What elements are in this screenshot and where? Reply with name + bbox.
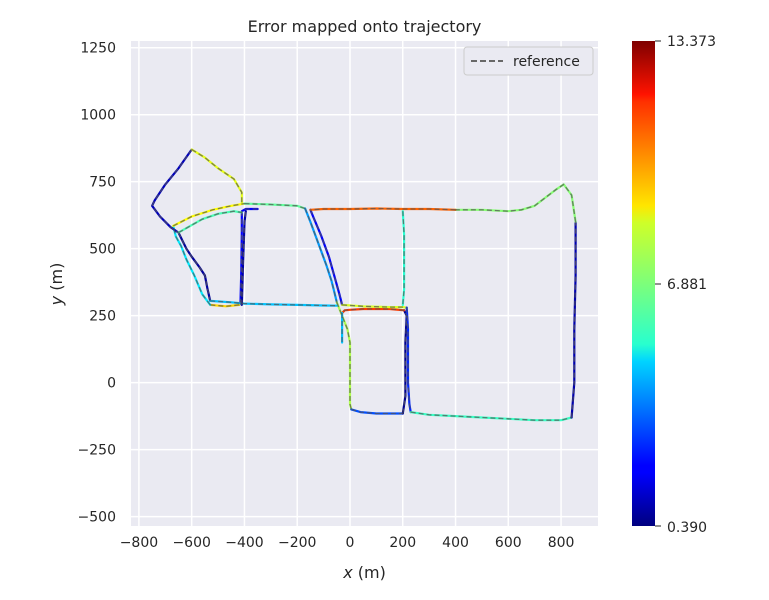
reference-segment: [210, 304, 240, 307]
reference-segment: [191, 148, 243, 204]
reference-segment: [177, 232, 211, 302]
y-tick-label: −500: [78, 510, 116, 526]
plot-area: [131, 41, 598, 526]
y-axis-label: y (m): [47, 263, 66, 307]
reference-segment: [244, 202, 306, 210]
reference-segment: [241, 211, 247, 305]
x-tick-label: 0: [346, 535, 355, 551]
reference-segment: [455, 183, 577, 222]
colorbar: 13.373 6.881 0.390: [632, 34, 716, 536]
reference-segment: [238, 208, 258, 306]
reference-segment: [210, 300, 337, 307]
colorbar-gradient: [632, 41, 655, 526]
reference-segment: [410, 411, 572, 421]
reference-segment: [310, 207, 456, 211]
chart-title: Error mapped onto trajectory: [248, 17, 482, 36]
legend: reference: [463, 46, 594, 76]
reference-segment: [570, 221, 577, 418]
reference-segment: [402, 211, 405, 305]
reference-segment: [406, 307, 412, 413]
x-axis: −800 −600 −400 −200 0 200 400 600 800: [120, 535, 575, 551]
reference-segment: [341, 308, 405, 314]
x-tick-label: −200: [278, 535, 316, 551]
y-tick-label: 1250: [80, 41, 116, 57]
reference-segment: [178, 210, 242, 234]
trajectory-series: [151, 148, 577, 422]
colorbar-mid-label: 6.881: [667, 277, 707, 293]
y-tick-label: 250: [89, 309, 116, 325]
y-axis: −500 −250 0 250 500 750 1000 1250: [78, 41, 116, 526]
colorbar-max-label: 13.373: [667, 34, 716, 50]
y-tick-label: −250: [78, 443, 116, 459]
legend-box: [463, 46, 594, 76]
reference-segment: [172, 202, 245, 227]
trajectory-segment: [341, 303, 408, 309]
reference-segment: [304, 208, 338, 303]
reference-segment: [172, 225, 211, 306]
x-tick-label: −400: [225, 535, 263, 551]
reference-segment: [336, 302, 352, 410]
reference-segment: [402, 310, 408, 414]
x-tick-label: 200: [389, 535, 416, 551]
x-tick-label: −600: [172, 535, 210, 551]
reference-segment: [309, 209, 343, 306]
x-tick-label: 800: [548, 535, 575, 551]
x-tick-label: 600: [495, 535, 522, 551]
x-tick-label: −800: [120, 535, 158, 551]
reference-segment: [351, 408, 403, 415]
y-tick-label: 1000: [80, 108, 116, 124]
x-axis-label: x (m): [342, 563, 386, 582]
y-tick-label: 750: [89, 175, 116, 191]
colorbar-min-label: 0.390: [667, 520, 707, 536]
legend-entry-reference: reference: [513, 54, 580, 70]
y-tick-label: 500: [89, 242, 116, 258]
reference-segment: [151, 149, 193, 234]
grid: [131, 41, 598, 526]
y-tick-label: 0: [107, 376, 116, 392]
x-tick-label: 400: [442, 535, 469, 551]
